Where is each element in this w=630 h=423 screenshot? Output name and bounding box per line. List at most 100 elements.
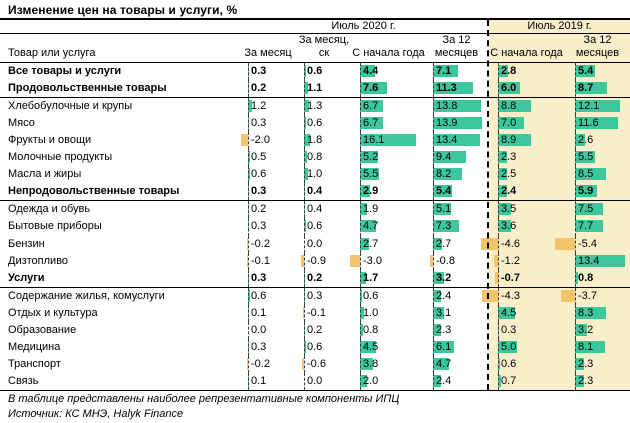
data-bar	[575, 323, 587, 336]
cell-value: 2.0	[363, 374, 379, 387]
bar-axis-line	[498, 132, 499, 150]
bar-axis-line	[498, 149, 499, 167]
bar-axis-line	[575, 252, 576, 270]
data-bar	[360, 134, 417, 147]
value-cell: -1.2	[488, 252, 565, 270]
horizontal-rule-table-bottom	[0, 390, 630, 391]
table-body: Все товары и услуги 0.3 0.6 4.4 7.1 2.8 5.4 Про…	[0, 63, 630, 390]
table-row: Отдых и культура 0.1 -0.1 1.0 3.1 4.5 8.3	[0, 304, 630, 322]
value-cell: 0.4	[296, 183, 352, 201]
data-bar	[247, 254, 248, 267]
data-bar	[493, 254, 498, 267]
value-cell: -0.2	[240, 235, 296, 253]
bar-axis-line	[433, 201, 434, 219]
data-bar	[304, 65, 307, 77]
bar-axis-line	[360, 304, 361, 322]
cell-value: 2.3	[578, 357, 594, 370]
cell-value: 0.1	[251, 374, 267, 387]
value-cell: 5.9	[565, 183, 630, 201]
bar-axis-line	[498, 235, 499, 253]
cell-value: 0.3	[307, 289, 323, 302]
cell-value: 6.7	[363, 117, 379, 130]
column-header: За месяц, ск	[298, 34, 350, 59]
cell-value: -1.2	[501, 254, 520, 267]
bar-axis-line	[360, 63, 361, 81]
bar-axis-line	[433, 269, 434, 287]
value-cell: 2.6	[565, 132, 630, 150]
data-bar	[433, 357, 450, 370]
bar-axis-line	[575, 269, 576, 287]
value-cell: 0.8	[296, 149, 352, 167]
cell-value: 0.3	[251, 271, 267, 284]
bar-axis-line	[360, 235, 361, 253]
bar-axis-line	[360, 321, 361, 339]
bar-axis-line	[575, 201, 576, 219]
bar-axis-line	[498, 98, 499, 116]
bar-axis-line	[304, 338, 305, 356]
cell-value: 5.9	[578, 185, 594, 198]
table-row: Одежда и обувь 0.2 0.4 1.9 5.1 3.5 7.5	[0, 201, 630, 219]
row-label: Дизтопливо	[8, 254, 69, 267]
bar-axis-line	[304, 304, 305, 322]
bar-axis-line	[498, 338, 499, 356]
bar-axis-line	[575, 115, 576, 133]
row-label: Бытовые приборы	[8, 220, 102, 233]
bar-axis-line	[498, 183, 499, 201]
bar-axis-line	[304, 372, 305, 390]
value-cell: 0.3	[240, 269, 296, 287]
horizontal-rule-under-headers	[0, 62, 630, 63]
cell-value: 2.7	[436, 237, 452, 250]
data-bar	[498, 340, 517, 353]
footnote-note: В таблице представлены наиболее репрезен…	[8, 393, 400, 405]
bar-axis-line	[248, 80, 249, 98]
value-cell: 1.9	[352, 201, 425, 219]
cell-value: 7.3	[436, 220, 452, 233]
cell-value: 2.8	[501, 65, 517, 77]
cell-value: 0.6	[251, 289, 267, 302]
data-bar	[241, 134, 248, 147]
table-row: Связь 0.1 0.0 2.0 2.4 0.7 2.3	[0, 372, 630, 390]
cell-value: 4.5	[363, 340, 379, 353]
bar-axis-line	[433, 80, 434, 98]
horizontal-rule-under-groups	[0, 33, 630, 34]
bar-axis-line	[360, 166, 361, 184]
data-bar	[248, 168, 251, 181]
value-cell: 13.4	[425, 132, 488, 150]
cell-value: 3.2	[436, 271, 452, 284]
table-row: Медицина 0.3 0.6 4.5 6.1 5.0 8.1	[0, 338, 630, 356]
cell-value: 1.8	[307, 134, 323, 147]
bar-axis-line	[360, 372, 361, 390]
bar-axis-line	[304, 98, 305, 116]
bar-axis-line	[360, 115, 361, 133]
value-cell: 2.5	[488, 166, 565, 184]
data-bar	[303, 306, 304, 319]
bar-axis-line	[433, 252, 434, 270]
cell-value: 5.0	[501, 340, 517, 353]
value-cell: -0.1	[240, 252, 296, 270]
row-label: Бензин	[8, 237, 45, 250]
data-bar	[575, 82, 608, 95]
bar-axis-line	[498, 321, 499, 339]
value-cell: 9.4	[425, 149, 488, 167]
data-bar	[433, 117, 482, 130]
bar-axis-line	[248, 235, 249, 253]
cell-value: 0.3	[251, 117, 267, 130]
value-cell: 7.1	[425, 63, 488, 81]
cell-value: 0.8	[363, 323, 379, 336]
data-bar	[498, 100, 531, 113]
data-bar	[433, 134, 480, 147]
bar-axis-line	[575, 287, 576, 305]
bar-axis-line	[433, 355, 434, 373]
data-bar	[498, 203, 511, 216]
bar-axis-line	[360, 149, 361, 167]
table-row: Бензин -0.2 0.0 2.7 2.7 -4.6 -5.4	[0, 235, 630, 253]
cell-value: 8.7	[578, 82, 594, 95]
value-cell: 0.3	[240, 63, 296, 81]
value-cell: 0.6	[296, 63, 352, 81]
value-cell: -0.1	[296, 304, 352, 322]
bar-axis-line	[304, 235, 305, 253]
cell-value: 7.6	[363, 82, 379, 95]
cell-value: 0.8	[578, 271, 594, 284]
table-row: Транспорт -0.2 -0.6 3.8 4.7 0.6 2.3	[0, 355, 630, 373]
cell-value: 0.6	[251, 168, 267, 181]
